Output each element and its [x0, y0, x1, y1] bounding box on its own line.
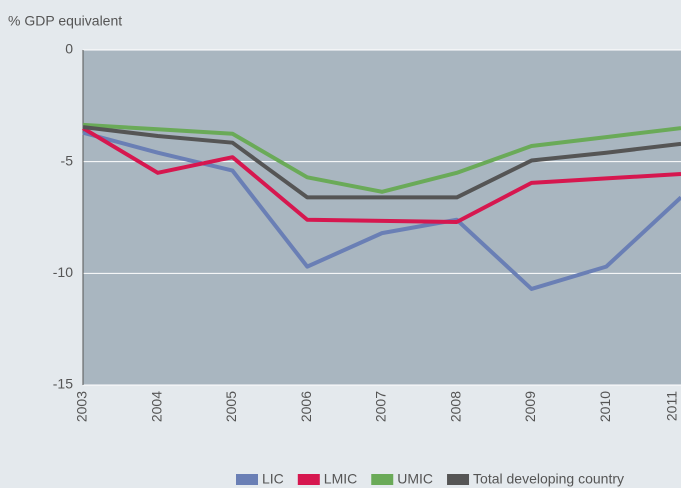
y-axis-label: % GDP equivalent: [8, 13, 122, 29]
plot-area: [83, 50, 681, 385]
y-tick-label: -10: [53, 264, 73, 280]
legend-swatch: [297, 474, 320, 485]
y-tick-label: -15: [53, 376, 73, 392]
x-tick-label: 2011: [664, 391, 680, 421]
legend-swatch: [236, 474, 258, 485]
x-tick-label: 2004: [148, 391, 164, 422]
legend-label: Total developing country: [473, 471, 624, 487]
legend-swatch: [447, 474, 470, 485]
x-tick-label: 2005: [223, 391, 239, 422]
y-tick-label: -5: [61, 152, 74, 168]
x-tick-label: 2008: [447, 391, 463, 422]
y-tick-label: 0: [65, 41, 73, 57]
legend-label: UMIC: [397, 471, 433, 487]
x-tick-label: 2003: [74, 391, 90, 422]
x-tick-label: 2009: [522, 391, 538, 422]
legend-swatch: [371, 474, 394, 485]
legend-label: LMIC: [324, 471, 357, 487]
legend-label: LIC: [262, 471, 284, 487]
line: [82, 130, 681, 291]
line: [82, 125, 681, 200]
line: [81, 126, 681, 224]
x-tick-label: 2007: [373, 391, 389, 422]
x-tick-label: 2006: [298, 391, 314, 422]
x-tick-label: 2010: [597, 391, 613, 422]
line: [82, 122, 681, 194]
